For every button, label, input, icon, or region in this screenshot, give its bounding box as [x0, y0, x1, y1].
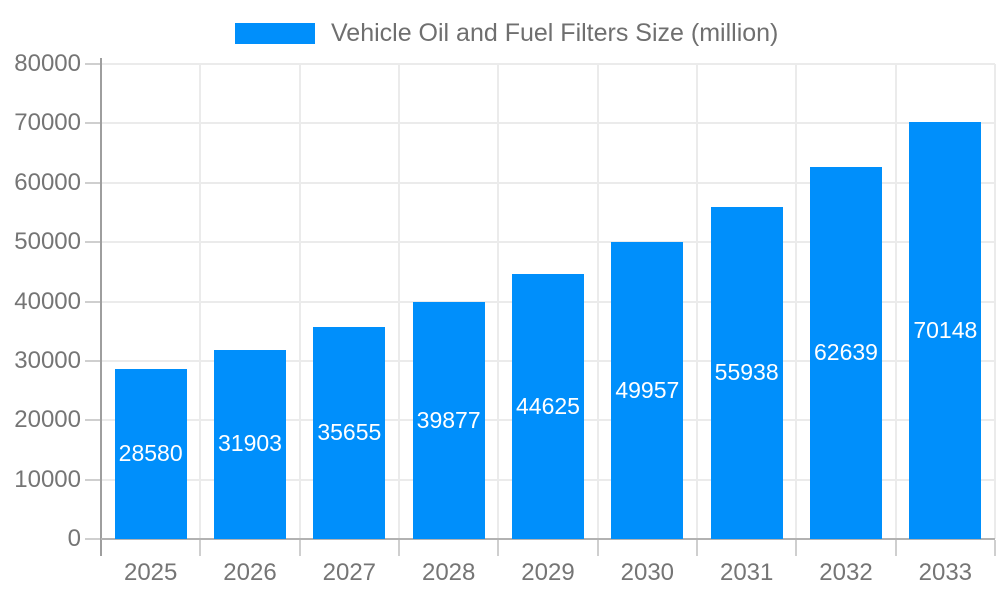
bar[interactable] — [909, 122, 982, 539]
bar-value-label: 49957 — [615, 376, 680, 403]
horizontal-gridline — [101, 241, 995, 244]
y-axis-tick-label: 0 — [67, 525, 81, 552]
bar[interactable] — [512, 274, 584, 539]
y-axis-tick-label: 10000 — [14, 465, 81, 493]
y-axis-tick — [85, 538, 100, 540]
y-axis-tick-label: 80000 — [14, 50, 81, 77]
horizontal-gridline — [101, 181, 995, 184]
vertical-gridline — [596, 64, 599, 539]
vertical-gridline — [994, 64, 996, 539]
x-axis-tick-label: 2030 — [620, 559, 675, 586]
vertical-gridline — [298, 64, 301, 539]
y-axis-tick-label: 30000 — [14, 346, 81, 374]
x-axis-tick — [795, 540, 798, 556]
y-axis-tick — [85, 359, 100, 362]
legend-label: Vehicle Oil and Fuel Filters Size (milli… — [331, 18, 779, 47]
bar-value-label: 62639 — [814, 339, 878, 366]
bar-value-label: 28580 — [118, 440, 183, 467]
bar-value-label: 44625 — [516, 392, 580, 419]
bar-value-label: 31903 — [218, 430, 282, 457]
y-axis-tick-label: 50000 — [14, 228, 81, 256]
vertical-gridline — [696, 64, 698, 539]
y-axis-tick — [85, 122, 100, 125]
y-axis-tick-label: 40000 — [14, 287, 81, 315]
y-axis-tick — [85, 63, 100, 65]
bar[interactable] — [611, 242, 684, 539]
vertical-gridline — [795, 64, 798, 539]
y-axis-tick — [85, 419, 100, 422]
x-axis-tick — [596, 540, 599, 556]
x-axis-line — [101, 538, 995, 540]
x-axis-tick — [696, 540, 698, 556]
x-axis-tick-label: 2032 — [819, 559, 873, 586]
legend-item[interactable]: Vehicle Oil and Fuel Filters Size (milli… — [235, 18, 778, 48]
y-axis-tick-label: 70000 — [14, 109, 81, 137]
x-axis-tick-label: 2025 — [123, 559, 178, 586]
vertical-gridline — [497, 64, 500, 539]
bar[interactable] — [214, 349, 286, 539]
x-axis-tick — [398, 540, 400, 556]
horizontal-gridline — [101, 63, 995, 65]
x-axis-tick — [298, 540, 301, 556]
vertical-gridline — [398, 64, 400, 539]
bar[interactable] — [810, 167, 882, 539]
horizontal-gridline — [101, 122, 995, 125]
bar-value-label: 70148 — [913, 316, 978, 343]
y-axis-line — [100, 58, 102, 556]
y-axis-tick-label: 60000 — [14, 168, 81, 196]
x-axis-tick — [497, 540, 500, 556]
bar[interactable] — [412, 302, 485, 539]
bar[interactable] — [313, 327, 386, 539]
vertical-gridline — [199, 64, 202, 539]
x-axis-tick — [199, 540, 202, 556]
y-axis-tick — [85, 181, 100, 184]
x-axis-tick-label: 2031 — [719, 559, 774, 586]
y-axis-tick — [85, 241, 100, 244]
y-axis-tick — [85, 300, 100, 303]
x-axis-tick-label: 2029 — [521, 559, 575, 586]
x-axis-tick-label: 2033 — [918, 559, 973, 586]
y-axis-tick — [85, 478, 100, 481]
legend-swatch-icon — [235, 22, 315, 44]
x-axis-tick-label: 2027 — [322, 559, 377, 586]
x-axis-tick — [894, 540, 897, 556]
vertical-gridline — [894, 64, 897, 539]
x-axis-tick-label: 2028 — [421, 559, 476, 586]
bar[interactable] — [710, 206, 783, 539]
bar-value-label: 35655 — [317, 419, 382, 446]
bar[interactable] — [114, 369, 187, 539]
x-axis-tick — [994, 540, 996, 556]
y-axis-tick-label: 20000 — [14, 406, 81, 434]
bar-value-label: 39877 — [416, 406, 481, 433]
bar-value-label: 55938 — [714, 358, 779, 385]
x-axis-tick-label: 2026 — [223, 559, 277, 586]
